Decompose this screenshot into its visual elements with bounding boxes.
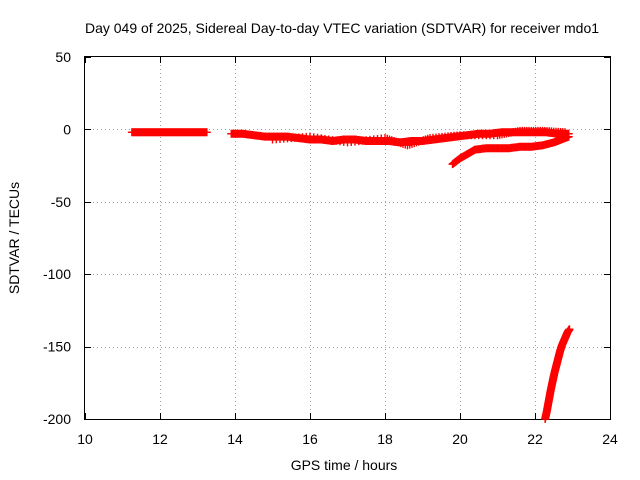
tick-layer: 10 12 14 16 18 20 22 24 50 0 -50 -100 -150 -200 (43, 49, 618, 447)
y-tick-label: -50 (51, 194, 71, 210)
x-axis-label: GPS time / hours (291, 457, 398, 473)
series-segment-4 (541, 325, 574, 423)
x-tick-label: 18 (377, 431, 393, 447)
y-tick-label: -100 (43, 266, 71, 282)
data-point (565, 325, 574, 334)
plot-frame (84, 56, 611, 420)
series-segment-1 (127, 128, 211, 137)
y-tick-label: 50 (55, 49, 71, 65)
x-tick-label: 16 (302, 431, 318, 447)
chart-title: Day 049 of 2025, Sidereal Day-to-day VTE… (85, 20, 599, 36)
y-tick-label: -200 (43, 411, 71, 427)
series-segment-3 (448, 132, 573, 169)
x-tick-label: 24 (602, 431, 618, 447)
y-tick-label: -150 (43, 339, 71, 355)
x-tick-label: 20 (452, 431, 468, 447)
x-tick-label: 12 (152, 431, 168, 447)
data-layer (127, 126, 574, 423)
series-segment-2-band (268, 126, 569, 150)
data-point (564, 132, 573, 141)
data-point (202, 128, 211, 137)
x-tick-label: 22 (527, 431, 543, 447)
y-tick-label: 0 (63, 121, 71, 137)
x-tick-label: 10 (77, 431, 93, 447)
grid-layer (85, 57, 610, 419)
x-tick-label: 14 (227, 431, 243, 447)
y-axis-label: SDTVAR / TECUs (6, 182, 22, 294)
